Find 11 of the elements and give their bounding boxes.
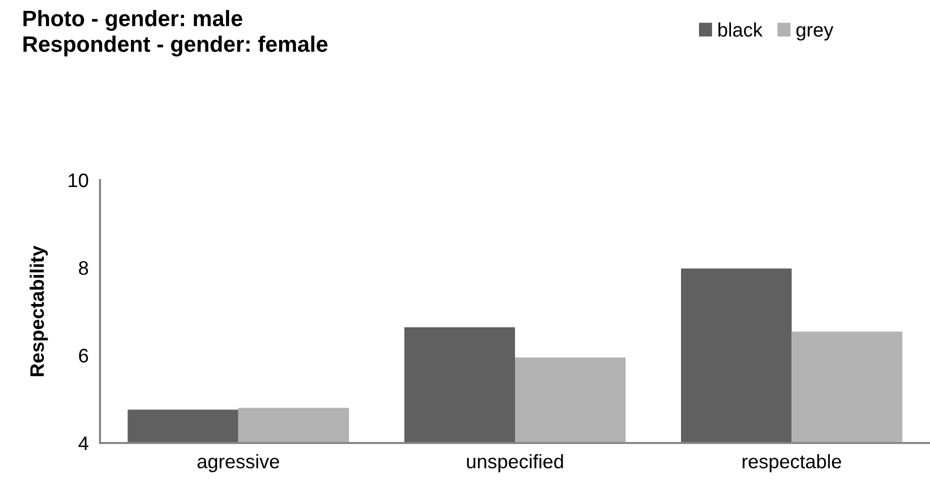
chart-title: Photo - gender: male Respondent - gender: female	[23, 10, 328, 56]
x-tick-label: respectable	[742, 454, 842, 472]
legend-label: grey	[796, 26, 834, 41]
y-tick-label: 10	[68, 173, 88, 188]
x-tick-label: agressive	[198, 454, 280, 472]
y-tick-label: 6	[79, 348, 88, 363]
x-tick-label: unspecified	[467, 454, 563, 472]
y-axis-title: Respectability	[30, 246, 48, 376]
y-tick-label: 8	[78, 261, 88, 275]
legend-label: black	[718, 22, 763, 37]
y-tick-label: 4	[78, 436, 88, 450]
